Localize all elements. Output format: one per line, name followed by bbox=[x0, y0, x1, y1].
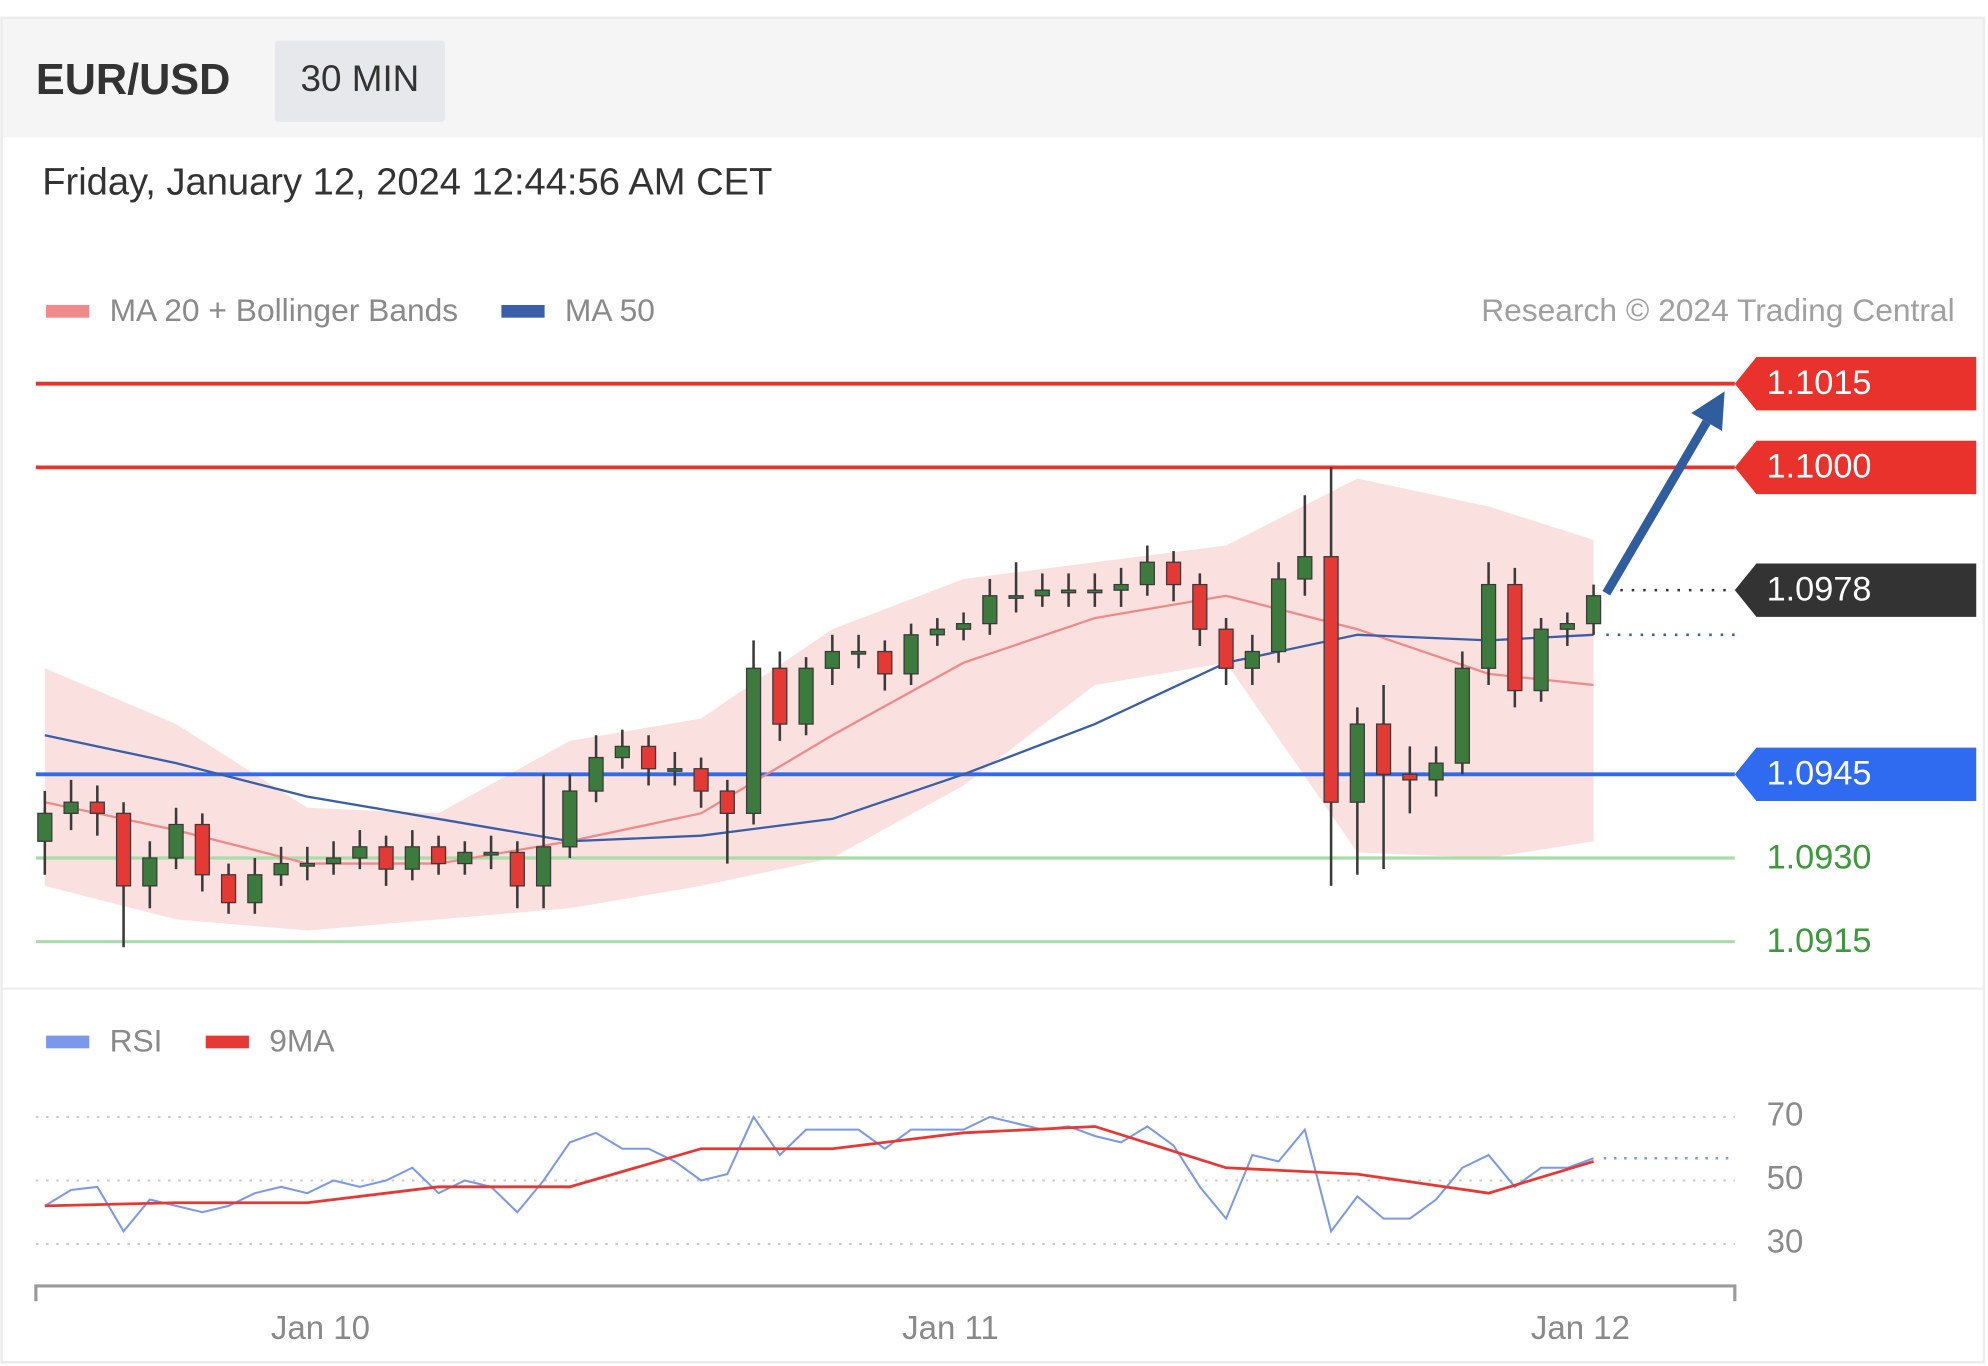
candle-body bbox=[352, 846, 368, 859]
level-badge bbox=[1734, 563, 1977, 617]
level-badge bbox=[1734, 440, 1977, 495]
candle-body bbox=[483, 851, 499, 856]
candle-body bbox=[955, 623, 972, 630]
legend-label: MA 50 bbox=[565, 292, 655, 328]
candle-body bbox=[1402, 773, 1418, 781]
candle-body bbox=[37, 812, 53, 842]
candle-body bbox=[640, 745, 657, 770]
candle-body bbox=[1113, 583, 1129, 591]
candle-body bbox=[824, 650, 840, 669]
candle-body bbox=[1480, 583, 1497, 669]
candle-body bbox=[430, 846, 447, 865]
legend-label: RSI bbox=[110, 1023, 163, 1059]
candle-body bbox=[1218, 628, 1234, 669]
candle-body bbox=[798, 667, 814, 725]
series-line bbox=[44, 1125, 1594, 1208]
candle-body bbox=[588, 756, 604, 792]
candle-body bbox=[1428, 762, 1444, 781]
candle-body bbox=[457, 851, 473, 865]
candle-body bbox=[877, 650, 893, 675]
attribution: Research © 2024 Trading Central bbox=[1481, 292, 1954, 328]
x-axis bbox=[34, 1284, 1737, 1302]
candle-body bbox=[1165, 561, 1182, 586]
candle-body bbox=[1034, 589, 1050, 597]
moving-average bbox=[44, 633, 1594, 843]
candle-body bbox=[89, 801, 105, 814]
y-tick-label: 50 bbox=[1767, 1159, 1804, 1196]
candle-body bbox=[1323, 556, 1339, 803]
x-tick-label: Jan 10 bbox=[271, 1309, 370, 1346]
timeframe: 30 MIN bbox=[301, 58, 420, 99]
x-tick-label: Jan 11 bbox=[902, 1309, 999, 1346]
candle-body bbox=[719, 790, 735, 814]
candle-body bbox=[273, 862, 289, 876]
target-arrow-shaft bbox=[1602, 419, 1711, 596]
candle-body bbox=[745, 667, 762, 814]
candle-body bbox=[404, 846, 420, 870]
legend-swatch bbox=[46, 1035, 90, 1049]
candle-body bbox=[1139, 561, 1155, 586]
candle-body bbox=[667, 768, 683, 772]
level-label: 1.0945 bbox=[1767, 755, 1872, 793]
timeframe-badge bbox=[274, 40, 446, 122]
candle-body bbox=[1559, 623, 1575, 630]
candle-body bbox=[299, 862, 315, 867]
candle-body bbox=[562, 790, 578, 848]
candle-body bbox=[929, 628, 945, 636]
candle-body bbox=[903, 634, 919, 675]
level-label: 1.0978 bbox=[1767, 570, 1872, 608]
candle-body bbox=[982, 595, 998, 625]
candle-body bbox=[1533, 628, 1549, 692]
candle-body bbox=[1297, 556, 1313, 580]
x-tick-label: Jan 12 bbox=[1531, 1309, 1630, 1346]
legend-label: MA 20 + Bollinger Bands bbox=[110, 292, 459, 328]
candle-body bbox=[1454, 667, 1470, 764]
candle-body bbox=[1375, 723, 1392, 775]
y-tick-label: 70 bbox=[1767, 1096, 1804, 1133]
frame bbox=[0, 16, 1986, 1364]
level-label: 1.1015 bbox=[1767, 364, 1872, 402]
candle-body bbox=[509, 851, 525, 887]
level-badge bbox=[1734, 747, 1977, 801]
candle-body bbox=[1060, 589, 1077, 594]
candle-body bbox=[614, 745, 630, 759]
legend-swatch bbox=[205, 1035, 249, 1049]
candle-body bbox=[772, 667, 788, 725]
candle-body bbox=[1244, 650, 1260, 669]
subtitle: Friday, January 12, 2024 12:44:56 AM CET bbox=[42, 160, 772, 203]
y-tick-label: 30 bbox=[1767, 1223, 1804, 1260]
candle-body bbox=[535, 846, 552, 887]
legend-label: 9MA bbox=[269, 1023, 335, 1059]
candle-body bbox=[220, 874, 237, 904]
candle-body bbox=[142, 857, 158, 887]
level-badge bbox=[1734, 357, 1977, 411]
target-arrow-head bbox=[1691, 391, 1725, 432]
candle-body bbox=[247, 874, 263, 904]
candle-body bbox=[850, 650, 867, 655]
legend-swatch bbox=[46, 304, 90, 318]
series-line bbox=[44, 1114, 1594, 1234]
level-label: 1.1000 bbox=[1767, 448, 1872, 486]
level-label: 1.0930 bbox=[1767, 838, 1872, 876]
candle-body bbox=[1507, 583, 1523, 692]
candle-body bbox=[63, 801, 79, 814]
candle-body bbox=[194, 823, 210, 876]
candle-body bbox=[1192, 583, 1208, 630]
candle-body bbox=[1008, 595, 1024, 599]
candle-body bbox=[1349, 723, 1365, 803]
candle-body bbox=[693, 768, 709, 792]
candle-body bbox=[325, 857, 342, 865]
candle-body bbox=[1087, 589, 1103, 594]
candle-body bbox=[1270, 578, 1287, 653]
candle-body bbox=[115, 812, 132, 887]
chart-title: EUR/USD bbox=[36, 56, 230, 104]
candle-body bbox=[168, 823, 184, 859]
candle-body bbox=[378, 846, 394, 870]
candle-body bbox=[1585, 595, 1602, 625]
level-label: 1.0915 bbox=[1767, 922, 1872, 960]
legend-swatch bbox=[501, 304, 545, 318]
